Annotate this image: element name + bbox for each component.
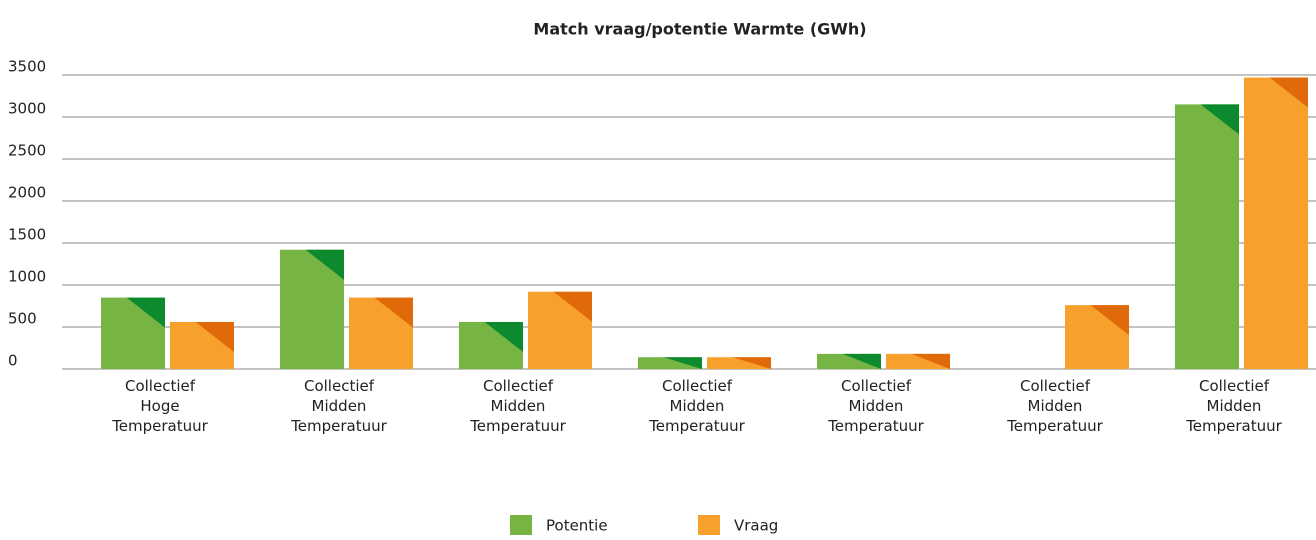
bar-corner: [663, 357, 702, 369]
bar-corner: [1090, 305, 1129, 336]
x-tick-label: Collectief Midden Temperatuur: [469, 377, 566, 435]
y-tick-label: 3500: [8, 58, 46, 76]
x-tick-label: Collectief Midden Temperatuur: [648, 377, 745, 435]
x-tick-label: Collectief Midden Temperatuur: [290, 377, 387, 435]
chart-title: Match vraag/potentie Warmte (GWh): [533, 20, 866, 39]
y-tick-label: 0: [8, 352, 18, 370]
y-tick-label: 2000: [8, 184, 46, 202]
bar-corner: [1200, 104, 1239, 135]
bar: [707, 357, 771, 369]
y-tick-label: 2500: [8, 142, 46, 160]
legend-label: Potentie: [546, 517, 608, 535]
bar: [1175, 104, 1239, 370]
y-tick-label: 500: [8, 310, 37, 328]
legend-label: Vraag: [734, 517, 778, 535]
bar-corner: [126, 297, 165, 328]
bar-corner: [911, 353, 950, 369]
legend-swatch: [510, 515, 532, 535]
bar-corner: [553, 291, 592, 322]
legend-swatch: [698, 515, 720, 535]
x-tick-label: Collectief Midden Temperatuur: [1006, 377, 1103, 435]
x-tick-label: Collectief Hoge Temperatuur: [111, 377, 208, 435]
bar-corner: [305, 249, 344, 280]
y-tick-label: 3000: [8, 100, 46, 118]
x-tick-label: Collectief Midden Temperatuur: [827, 377, 924, 435]
bar-corner: [195, 321, 234, 352]
y-tick-label: 1500: [8, 226, 46, 244]
bar: [638, 357, 702, 369]
x-tick-label: Collectief Midden Temperatuur: [1185, 377, 1282, 435]
bar-corner: [842, 353, 881, 369]
bar-corner: [374, 297, 413, 328]
bar-corner: [484, 321, 523, 352]
bar-corner: [1269, 77, 1308, 108]
y-tick-label: 1000: [8, 268, 46, 286]
bar-corner: [732, 357, 771, 369]
bar: [1244, 77, 1308, 370]
